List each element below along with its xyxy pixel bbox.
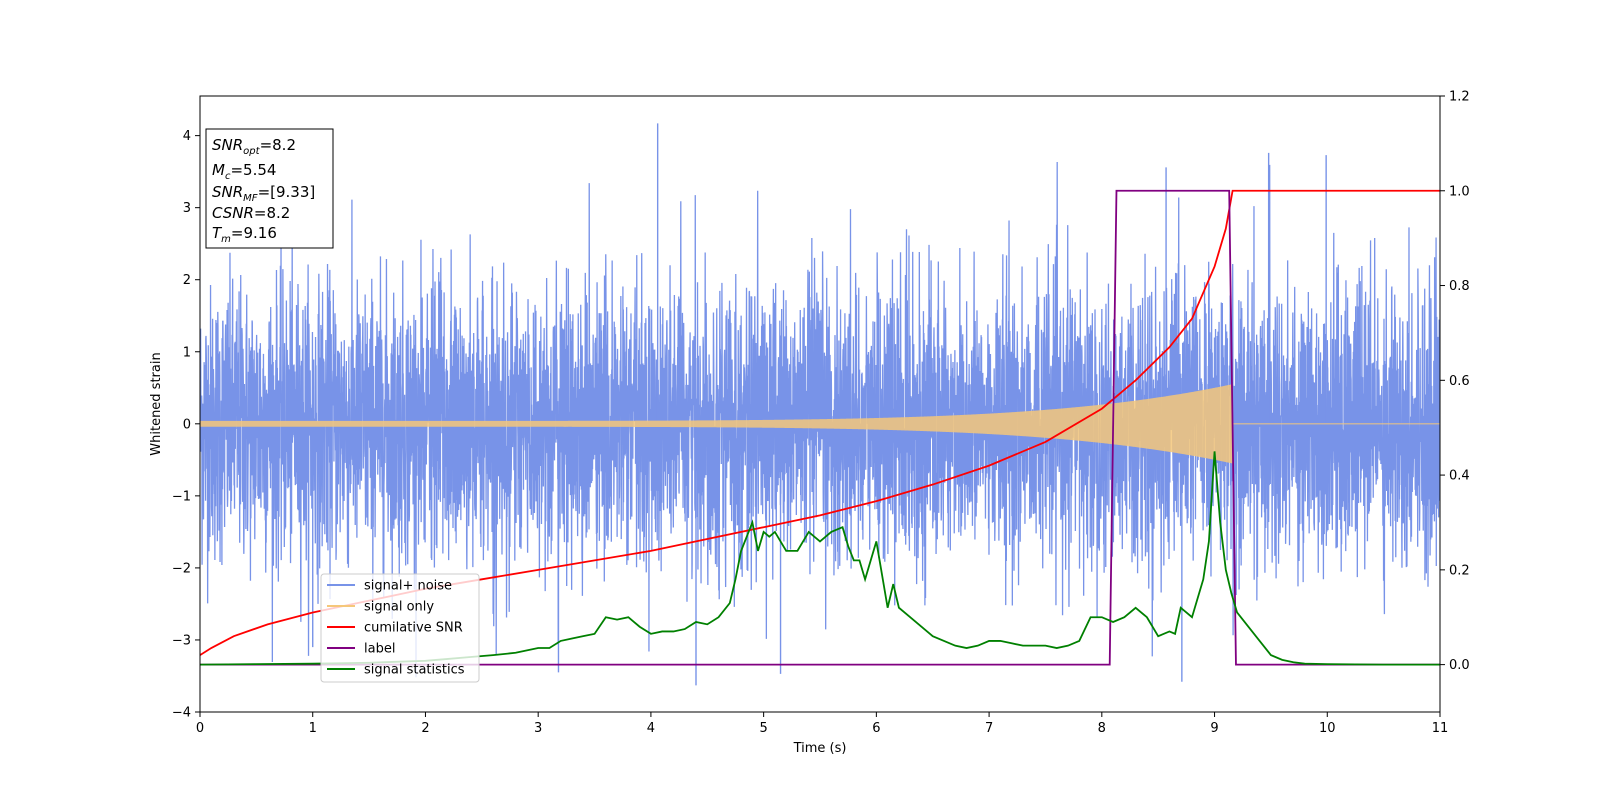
y2-tick-label: 0.8 bbox=[1449, 279, 1470, 294]
legend-label: signal statistics bbox=[364, 663, 465, 678]
y-tick-label: −2 bbox=[172, 561, 191, 576]
annotation-frame bbox=[205, 128, 334, 249]
y-tick-label: 4 bbox=[183, 129, 191, 144]
x-tick-label: 9 bbox=[1210, 721, 1218, 736]
series-label bbox=[200, 189, 1440, 666]
y2-tick-label: 0.6 bbox=[1449, 374, 1470, 389]
y2-tick-label: 1.0 bbox=[1449, 184, 1470, 199]
legend: signal+ noise signal only cumilative SNR la… bbox=[320, 573, 480, 683]
x-axis-label: Time (s) bbox=[793, 741, 847, 756]
y2-tick-label: 0.2 bbox=[1449, 563, 1470, 578]
legend-frame bbox=[320, 573, 480, 683]
y-axis-left: −4 −3 −2 −1 0 1 2 3 4 bbox=[172, 129, 200, 721]
x-tick-label: 8 bbox=[1098, 721, 1106, 736]
y-tick-label: −3 bbox=[172, 633, 191, 648]
annotation-line: SNRMF=[9.33] bbox=[212, 183, 315, 204]
legend-label: signal+ noise bbox=[364, 579, 452, 594]
annotation-line: Mc=5.54 bbox=[212, 161, 276, 182]
x-tick-label: 11 bbox=[1432, 721, 1449, 736]
y-axis-right: 0.0 0.2 0.4 0.6 0.8 1.0 1.2 bbox=[1440, 90, 1470, 673]
x-tick-label: 2 bbox=[421, 721, 429, 736]
x-tick-label: 0 bbox=[196, 721, 204, 736]
x-tick-label: 6 bbox=[872, 721, 880, 736]
y-tick-label: 1 bbox=[183, 345, 191, 360]
annotation-line: Tm=9.16 bbox=[212, 224, 277, 245]
plot-frame bbox=[199, 95, 1441, 713]
x-tick-label: 3 bbox=[534, 721, 542, 736]
legend-label: signal only bbox=[364, 600, 434, 615]
annotation-line: CSNR=8.2 bbox=[212, 204, 290, 222]
legend-label: cumilative SNR bbox=[364, 621, 463, 636]
x-tick-label: 1 bbox=[309, 721, 317, 736]
x-tick-label: 4 bbox=[647, 721, 655, 736]
x-tick-label: 7 bbox=[985, 721, 993, 736]
y-tick-label: 2 bbox=[183, 273, 191, 288]
y-tick-label: 0 bbox=[183, 417, 191, 432]
legend-label: label bbox=[364, 642, 395, 657]
x-tick-label: 10 bbox=[1319, 721, 1336, 736]
annotation-line: SNRopt=8.2 bbox=[212, 136, 296, 157]
y-tick-label: −1 bbox=[172, 489, 191, 504]
y-tick-label: 3 bbox=[183, 201, 191, 216]
y2-tick-label: 1.2 bbox=[1449, 90, 1470, 105]
x-axis: 0 1 2 3 4 5 6 7 8 9 10 11 bbox=[196, 712, 1448, 736]
y2-tick-label: 0.4 bbox=[1449, 469, 1470, 484]
series-signal-statistics bbox=[200, 451, 1440, 666]
y-tick-label: −4 bbox=[172, 706, 191, 721]
y-axis-label: Whitened strain bbox=[149, 352, 164, 455]
x-tick-label: 5 bbox=[759, 721, 767, 736]
y2-tick-label: 0.0 bbox=[1449, 658, 1470, 673]
